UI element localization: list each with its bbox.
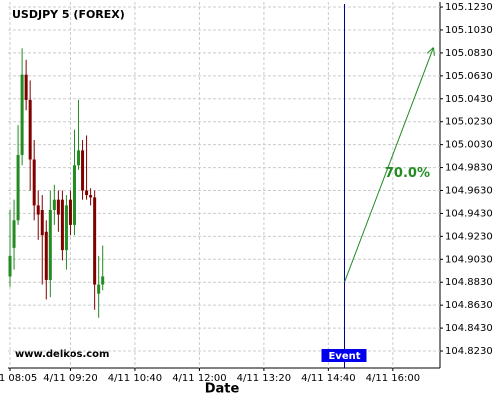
candle-body: [93, 197, 97, 285]
candle-body: [89, 195, 93, 198]
candle-body: [85, 190, 89, 196]
y-tick-label: 104.9230: [445, 231, 493, 242]
y-tick-label: 104.8430: [445, 323, 493, 334]
x-tick-label: 4/11 10:40: [108, 373, 162, 384]
candle-body: [52, 199, 56, 210]
candle-body: [56, 199, 60, 215]
y-tick-label: 105.0430: [445, 94, 493, 105]
x-tick-label: 4/11 13:20: [237, 373, 291, 384]
y-tick-label: 105.0830: [445, 48, 493, 59]
forecast-arrow: [344, 48, 433, 283]
candle-body: [36, 205, 40, 215]
candle-body: [16, 154, 20, 221]
candle-body: [64, 205, 68, 251]
y-tick-label: 105.0230: [445, 117, 493, 128]
candle-body: [24, 74, 28, 100]
y-tick-label: 104.8230: [445, 346, 493, 357]
candle-body: [32, 159, 36, 206]
y-tick-label: 105.1030: [445, 25, 493, 36]
y-tick-label: 104.8630: [445, 300, 493, 311]
y-tick-label: 104.8830: [445, 277, 493, 288]
forecast-label: 70.0%: [385, 166, 430, 181]
chart-title: USDJPY 5 (FOREX): [12, 8, 125, 21]
candle-body: [68, 199, 72, 225]
x-tick-label: 4/11 12:00: [172, 373, 226, 384]
x-tick-label: 4/11 08:05: [0, 373, 37, 384]
y-tick-label: 104.9030: [445, 254, 493, 265]
y-tick-label: 105.0030: [445, 140, 493, 151]
candle-body: [44, 231, 48, 280]
event-box: [321, 349, 367, 362]
y-tick-label: 104.9430: [445, 208, 493, 219]
watermark: www.delkos.com: [15, 349, 109, 360]
y-tick-label: 104.9830: [445, 163, 493, 174]
candle-body: [40, 209, 44, 236]
candle-body: [81, 150, 85, 191]
candle-body: [8, 255, 12, 277]
x-axis-title: Date: [205, 382, 240, 397]
candle-body: [60, 199, 64, 251]
candle-body: [48, 209, 52, 280]
x-tick-label: 4/11 16:00: [366, 373, 420, 384]
candle-body: [77, 150, 81, 166]
candle-body: [28, 99, 32, 160]
y-tick-label: 105.1230: [445, 2, 493, 13]
y-tick-label: 104.9630: [445, 186, 493, 197]
x-tick-label: 4/11 09:20: [43, 373, 97, 384]
x-tick-label: 4/11 14:40: [301, 373, 355, 384]
candle-body: [12, 220, 16, 248]
y-tick-label: 105.0630: [445, 71, 493, 82]
candle-body: [97, 284, 101, 294]
candle-body: [20, 74, 24, 155]
candle-body: [101, 276, 105, 285]
event-label: Event: [328, 351, 360, 362]
candle-body: [72, 165, 76, 225]
